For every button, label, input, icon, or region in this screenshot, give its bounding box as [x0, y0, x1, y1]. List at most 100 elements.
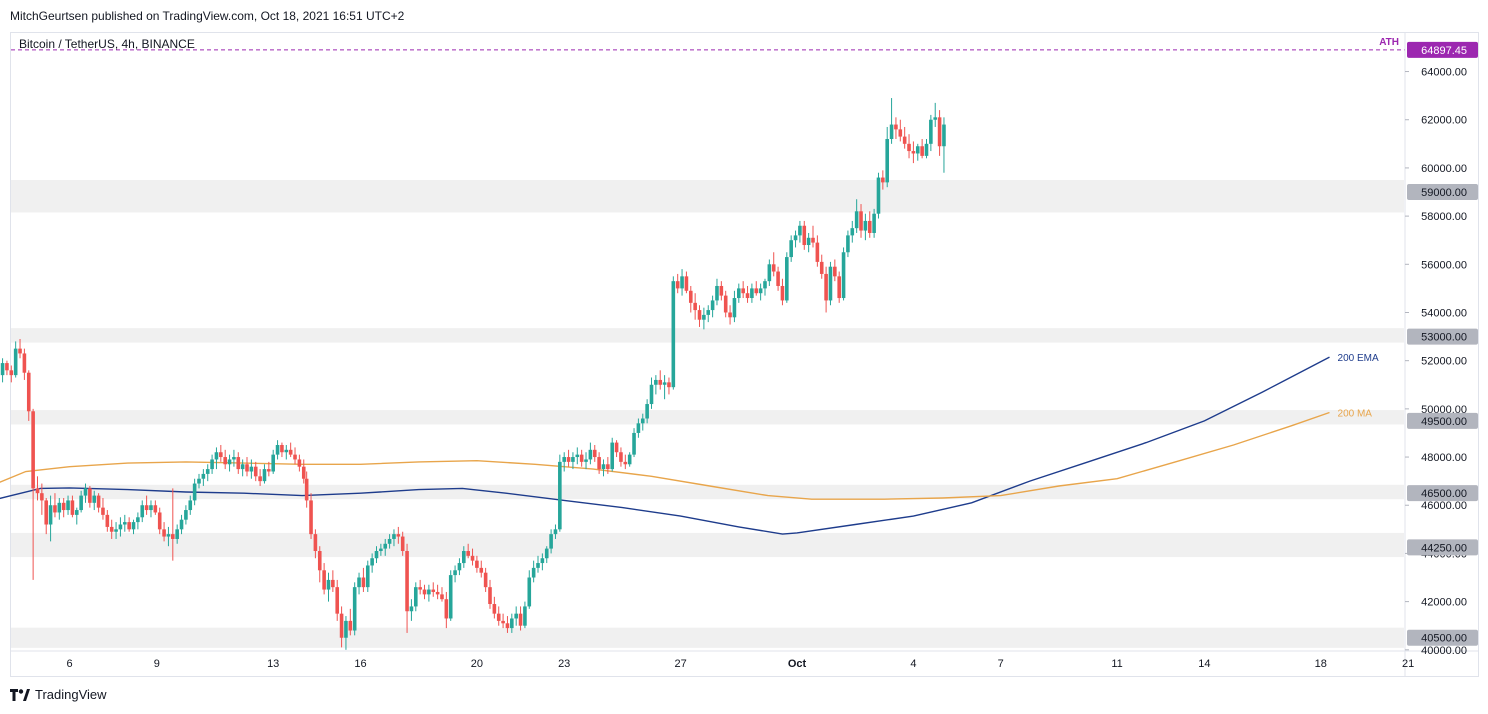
candle-45 — [144, 495, 149, 515]
candle-222 — [915, 143, 920, 161]
candle-115 — [448, 570, 453, 621]
candle-97 — [370, 553, 374, 573]
x-tick-label-8: 4 — [910, 658, 916, 670]
indicator-line-0 — [0, 356, 1330, 535]
candle-71 — [258, 469, 262, 486]
zones-layer — [11, 179, 1404, 648]
candle-161 — [649, 377, 654, 409]
candle-63 — [223, 449, 227, 470]
x-tick-label-10: 11 — [1111, 658, 1122, 670]
candle-107 — [413, 582, 418, 612]
candle-94 — [357, 572, 361, 595]
candle-13 — [5, 360, 9, 376]
candle-34 — [96, 493, 101, 513]
candle-101 — [387, 534, 392, 549]
candle-119 — [466, 543, 470, 559]
candle-154 — [619, 447, 623, 467]
candle-12 — [0, 358, 5, 383]
x-tick-label-0: 6 — [66, 658, 72, 670]
zone-band-0 — [11, 179, 1404, 213]
candle-162 — [654, 375, 658, 395]
candle-35 — [101, 498, 105, 520]
candle-44 — [140, 500, 145, 523]
candle-26 — [61, 498, 66, 518]
publish-line: MitchGeurtsen published on TradingView.c… — [10, 9, 405, 23]
candle-169 — [684, 271, 689, 294]
tradingview-brand: TradingView — [35, 687, 107, 702]
candle-67 — [240, 459, 245, 477]
candle-83 — [309, 493, 313, 539]
candle-120 — [470, 548, 475, 566]
candle-193 — [789, 235, 793, 262]
candle-105 — [405, 543, 409, 633]
candle-116 — [453, 565, 457, 583]
chart-frame[interactable] — [10, 32, 1479, 677]
candle-221 — [911, 141, 916, 164]
candle-49 — [162, 522, 166, 542]
candle-78 — [288, 442, 293, 458]
candle-14 — [9, 365, 14, 383]
candle-191 — [780, 278, 785, 306]
candle-41 — [127, 517, 131, 532]
zone-band-4 — [11, 532, 1404, 558]
candle-206 — [846, 230, 850, 258]
candle-181 — [737, 283, 741, 303]
candle-29 — [74, 507, 79, 525]
candle-47 — [153, 500, 158, 515]
x-tick-label-2: 13 — [267, 658, 279, 670]
candle-75 — [275, 440, 280, 460]
candle-142 — [566, 449, 571, 467]
candle-87 — [326, 572, 331, 602]
candle-65 — [232, 449, 236, 467]
candle-168 — [680, 269, 684, 296]
candle-180 — [732, 290, 737, 323]
candle-186 — [758, 283, 763, 301]
candle-172 — [697, 305, 702, 327]
candle-68 — [245, 457, 249, 477]
candle-18 — [26, 370, 31, 421]
candle-174 — [706, 305, 711, 323]
candle-16 — [18, 338, 22, 359]
candle-219 — [902, 126, 907, 149]
candle-62 — [219, 445, 223, 462]
candle-56 — [192, 478, 197, 506]
candle-32 — [88, 485, 92, 508]
candle-205 — [841, 247, 846, 301]
candle-207 — [850, 220, 855, 243]
tradingview-logo-icon — [10, 688, 30, 701]
candle-139 — [553, 524, 558, 539]
candle-213 — [876, 172, 881, 219]
candle-182 — [741, 281, 745, 299]
candle-130 — [514, 606, 518, 626]
y-tick-label-7: 54000.00 — [1421, 307, 1467, 319]
zone-price-badge-2: 49500.00 — [1407, 412, 1478, 429]
indicator-label-1: 200 MA — [1338, 408, 1373, 419]
candle-225 — [929, 114, 933, 152]
footer[interactable]: TradingView — [10, 687, 107, 702]
candle-212 — [872, 208, 876, 238]
candle-173 — [702, 307, 706, 330]
candle-50 — [166, 526, 171, 547]
candle-146 — [584, 452, 588, 470]
candle-121 — [475, 555, 479, 573]
candle-106 — [409, 599, 414, 621]
symbol-label: Bitcoin / TetherUS, 4h, BINANCE — [19, 37, 195, 51]
candle-140 — [558, 454, 562, 532]
svg-text:59000.00: 59000.00 — [1421, 187, 1467, 199]
y-tick-label-6: 52000.00 — [1421, 356, 1467, 368]
candle-157 — [632, 428, 636, 458]
candle-126 — [496, 606, 501, 626]
candle-177 — [719, 281, 724, 301]
candle-85 — [317, 546, 322, 583]
candle-198 — [811, 225, 815, 248]
candle-136 — [540, 553, 545, 571]
x-tick-label-7: Oct — [788, 658, 807, 670]
candle-158 — [636, 418, 641, 438]
candle-61 — [214, 447, 219, 470]
candle-134 — [531, 560, 536, 583]
y-tick-label-1: 42000.00 — [1421, 597, 1467, 609]
candle-42 — [131, 519, 136, 535]
zone-price-badge-0: 59000.00 — [1407, 184, 1478, 201]
zone-band-2 — [11, 410, 1404, 425]
